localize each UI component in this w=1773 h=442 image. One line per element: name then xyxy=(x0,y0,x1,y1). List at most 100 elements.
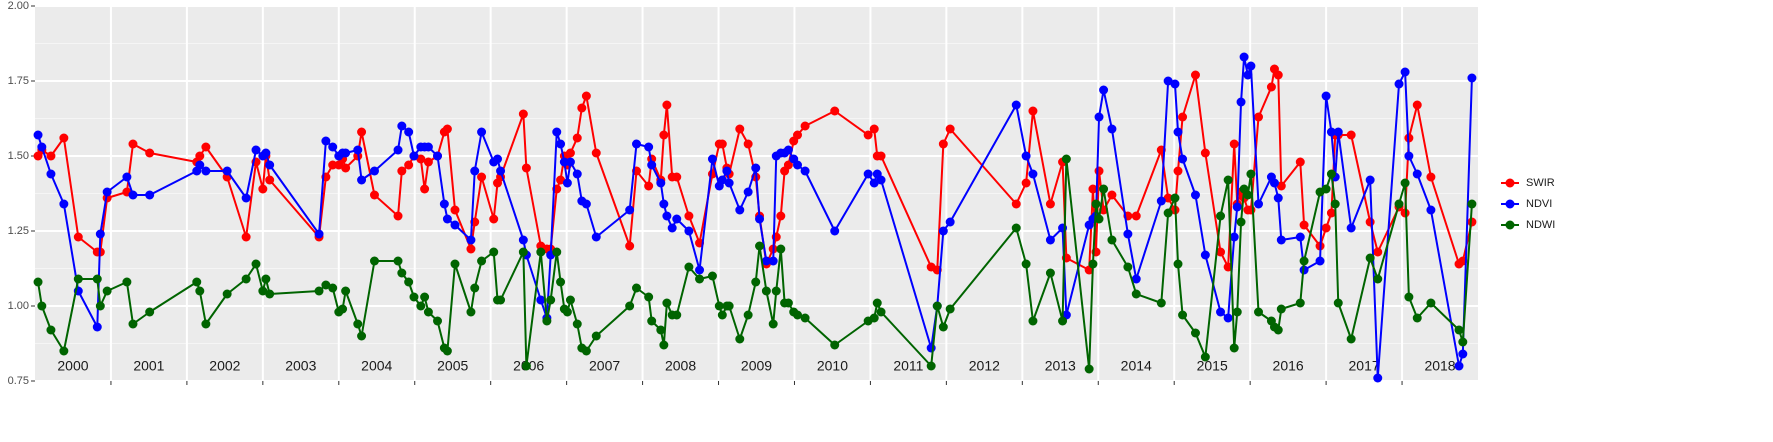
data-point xyxy=(1373,274,1383,284)
data-point xyxy=(92,322,102,332)
data-point xyxy=(735,334,745,344)
data-point xyxy=(945,124,955,134)
data-point xyxy=(1045,199,1055,209)
data-point xyxy=(552,127,562,137)
data-point xyxy=(783,145,793,155)
data-point xyxy=(46,151,56,161)
data-point xyxy=(1273,70,1283,80)
data-point xyxy=(416,154,426,164)
data-point xyxy=(546,295,556,305)
data-point xyxy=(1200,352,1210,362)
data-point xyxy=(1131,211,1141,221)
data-point xyxy=(1173,259,1183,269)
data-point xyxy=(37,142,47,152)
data-point xyxy=(222,289,232,299)
data-point xyxy=(572,133,582,143)
data-point xyxy=(625,241,635,251)
data-point xyxy=(572,319,582,329)
data-point xyxy=(1412,169,1422,179)
data-point xyxy=(1346,334,1356,344)
data-point xyxy=(556,175,566,185)
data-point xyxy=(793,160,803,170)
data-point xyxy=(1326,169,1336,179)
data-point xyxy=(552,247,562,257)
data-point xyxy=(1178,154,1188,164)
data-point xyxy=(743,187,753,197)
data-point xyxy=(581,199,591,209)
data-point xyxy=(1216,307,1226,317)
data-point xyxy=(863,130,873,140)
data-point xyxy=(830,226,840,236)
data-point xyxy=(926,361,936,371)
data-point xyxy=(102,187,112,197)
data-point xyxy=(1229,139,1239,149)
data-point xyxy=(562,307,572,317)
data-point xyxy=(341,148,351,158)
data-point xyxy=(258,286,268,296)
data-point xyxy=(1467,73,1477,83)
data-point xyxy=(73,274,83,284)
data-point xyxy=(1299,220,1309,230)
data-point xyxy=(328,142,338,152)
data-point xyxy=(1178,310,1188,320)
data-point xyxy=(1099,184,1109,194)
data-point xyxy=(667,223,677,233)
data-point xyxy=(876,175,886,185)
data-point xyxy=(1326,208,1336,218)
data-point xyxy=(314,286,324,296)
data-point xyxy=(265,160,275,170)
data-point xyxy=(404,277,414,287)
data-point xyxy=(33,130,43,140)
data-point xyxy=(1330,199,1340,209)
data-point xyxy=(751,163,761,173)
data-point xyxy=(707,271,717,281)
data-point xyxy=(222,166,232,176)
data-point xyxy=(1045,235,1055,245)
data-point xyxy=(1156,298,1166,308)
data-point xyxy=(945,217,955,227)
data-point xyxy=(869,313,879,323)
data-point xyxy=(357,127,367,137)
data-point xyxy=(1170,193,1180,203)
year-label: 2000 xyxy=(57,358,88,374)
data-point xyxy=(1394,79,1404,89)
data-point xyxy=(1404,151,1414,161)
data-point xyxy=(393,145,403,155)
data-point xyxy=(423,142,433,152)
data-point xyxy=(1107,190,1117,200)
data-point xyxy=(1099,85,1109,95)
data-point xyxy=(450,205,460,215)
year-label: 2007 xyxy=(589,358,620,374)
data-point xyxy=(95,229,105,239)
data-point xyxy=(466,307,476,317)
data-point xyxy=(1170,79,1180,89)
data-point xyxy=(1346,223,1356,233)
data-point xyxy=(695,265,705,275)
data-point xyxy=(1190,70,1200,80)
data-point xyxy=(450,259,460,269)
data-point xyxy=(662,211,672,221)
data-point xyxy=(122,277,132,287)
data-point xyxy=(1091,199,1101,209)
data-point xyxy=(800,166,810,176)
data-point xyxy=(369,190,379,200)
data-point xyxy=(353,319,363,329)
year-label: 2018 xyxy=(1424,358,1455,374)
data-point xyxy=(1246,61,1256,71)
data-point xyxy=(1058,316,1068,326)
y-tick-label: 1.00 xyxy=(8,300,29,312)
data-point xyxy=(1021,178,1031,188)
year-label: 2010 xyxy=(817,358,848,374)
data-point xyxy=(321,136,331,146)
data-point xyxy=(771,286,781,296)
data-point xyxy=(684,226,694,236)
data-point xyxy=(1365,175,1375,185)
data-point xyxy=(409,151,419,161)
data-point xyxy=(1426,205,1436,215)
data-point xyxy=(1295,157,1305,167)
data-point xyxy=(357,331,367,341)
data-point xyxy=(357,175,367,185)
data-point xyxy=(1107,124,1117,134)
data-point xyxy=(707,154,717,164)
data-point xyxy=(1365,217,1375,227)
